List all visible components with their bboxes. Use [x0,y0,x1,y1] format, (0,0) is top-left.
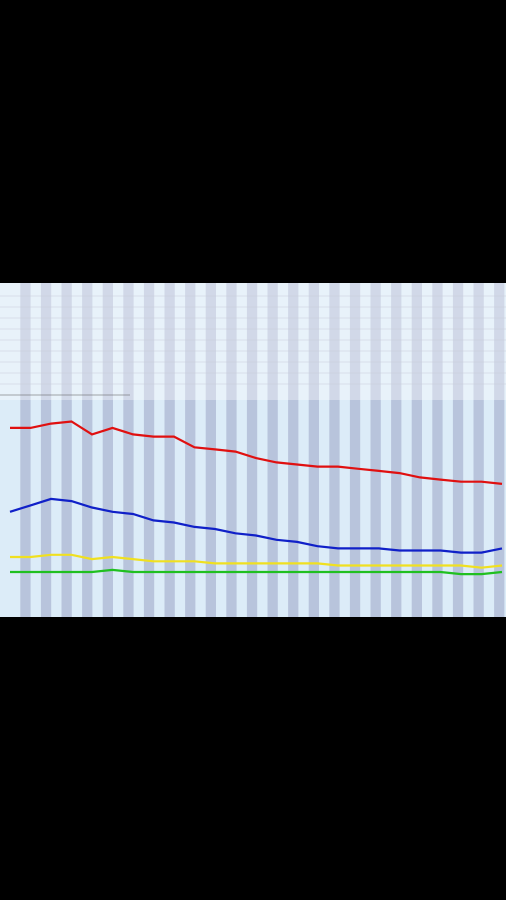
column-stripe [308,283,319,617]
column-stripe [82,283,93,617]
series-line [10,568,503,576]
column-stripe [246,283,258,617]
column-stripe [267,283,278,617]
column-stripe [391,283,402,617]
series-line [10,553,503,569]
column-stripe [123,283,134,617]
column-stripe [329,283,340,617]
column-stripe [164,283,175,617]
column-stripe [226,283,237,617]
column-stripe [40,283,52,617]
column-stripe [473,283,484,617]
column-stripe [411,283,422,617]
column-stripe [20,283,31,617]
column-stripe [349,283,361,617]
column-stripe [143,283,155,617]
column-stripe [452,283,464,617]
column-stripe [102,283,113,617]
column-stripe [185,283,196,617]
column-stripes [20,283,505,617]
series-line [10,420,503,485]
column-stripe [370,283,381,617]
table-area [0,283,506,400]
column-stripe [432,283,443,617]
column-stripe [288,283,299,617]
series-line [9,497,503,554]
column-stripe [61,283,72,617]
column-stripe [494,283,505,617]
